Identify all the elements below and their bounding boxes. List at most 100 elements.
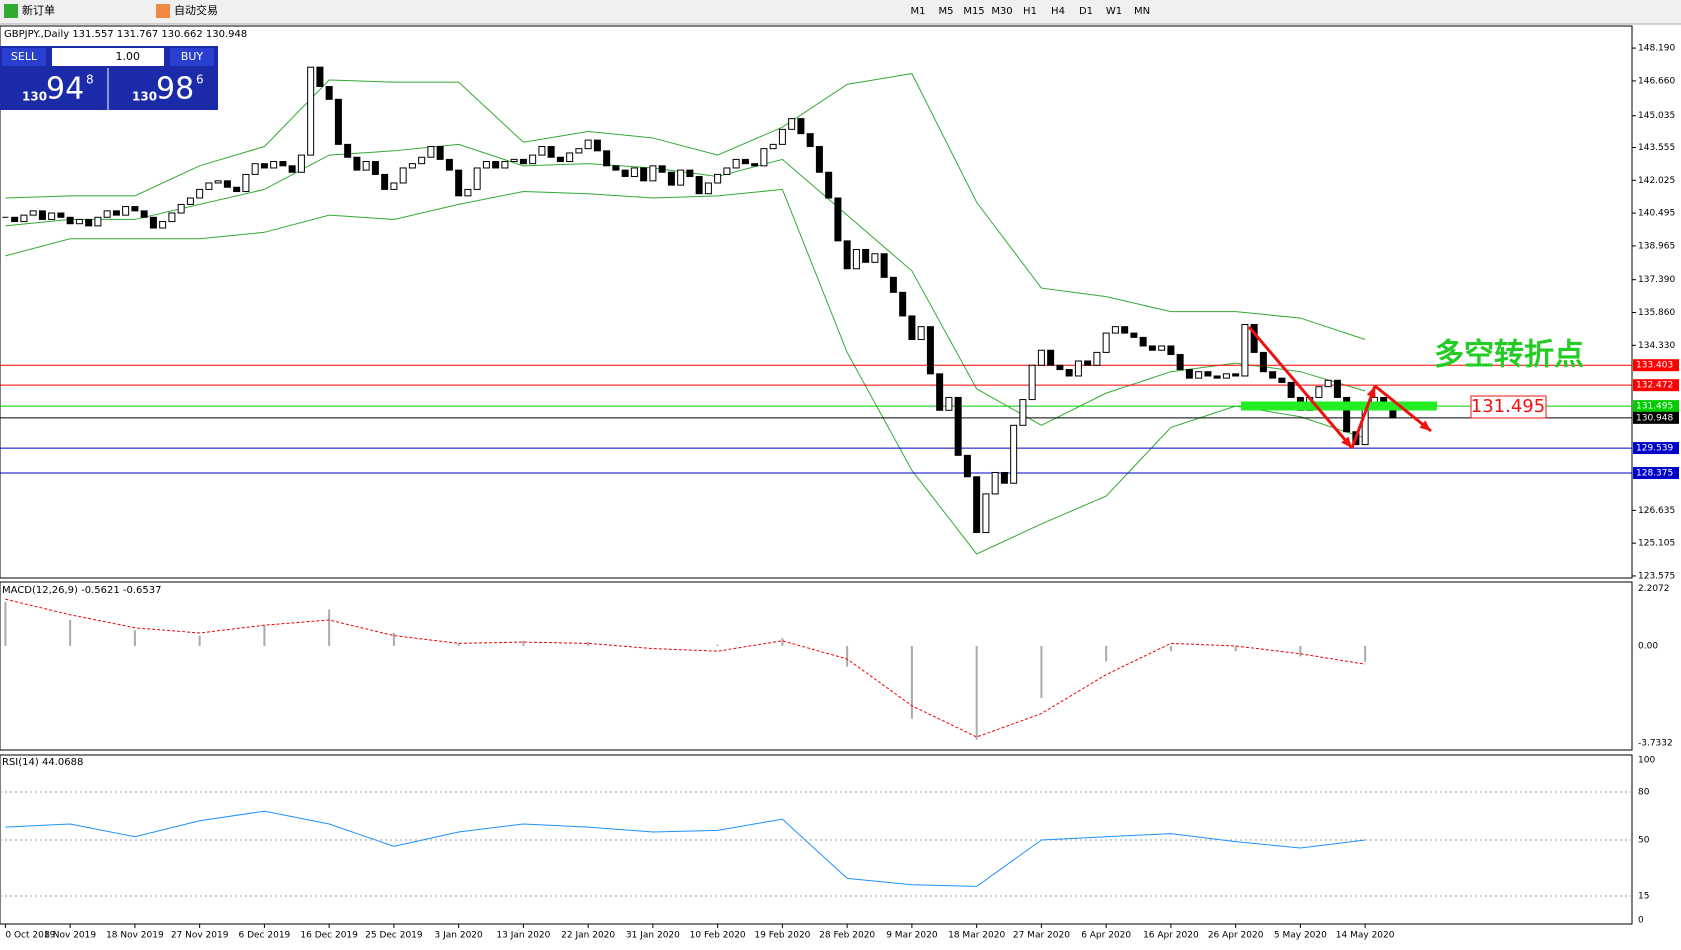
candle [640, 167, 648, 182]
candle [889, 276, 897, 293]
auto-icon[interactable] [156, 4, 170, 18]
price-level-box [1633, 359, 1679, 372]
y-tick-label: 2.2072 [1638, 584, 1670, 594]
rsi-line [5, 810, 1366, 887]
price-level-label: 132.472 [1636, 381, 1673, 391]
macd-signal [5, 598, 1366, 738]
buy-button[interactable] [170, 48, 214, 66]
candle [1333, 379, 1341, 398]
candle [196, 188, 204, 199]
candle [1000, 471, 1008, 484]
timeframe[interactable]: M5 [939, 6, 954, 17]
trend-arrow [1247, 326, 1354, 449]
candle [159, 221, 167, 229]
candle [20, 214, 28, 223]
candle [1010, 424, 1018, 484]
lots-input[interactable] [52, 48, 164, 66]
candle [445, 158, 453, 171]
candle [1259, 351, 1267, 373]
candle [436, 146, 444, 160]
candle [1084, 360, 1092, 366]
candle [593, 139, 601, 152]
candle [1269, 371, 1277, 379]
sell-price-big: 130 [22, 90, 47, 104]
candle [686, 169, 694, 178]
sell-button[interactable] [2, 48, 46, 66]
candle [1213, 375, 1221, 379]
macd-bar [1169, 645, 1172, 652]
candle [48, 212, 56, 220]
candle [1195, 371, 1203, 379]
candle [1102, 332, 1110, 353]
y-tick-label: 125.105 [1638, 539, 1675, 549]
candle [1065, 369, 1073, 377]
timeframe[interactable]: M15 [963, 6, 984, 17]
price-level-label: 129.539 [1636, 444, 1673, 454]
candle [843, 240, 851, 270]
y-tick-label: 146.660 [1638, 76, 1675, 86]
timeframe[interactable]: MN [1134, 6, 1150, 17]
auto-trading[interactable]: 自动交易 [174, 3, 218, 17]
new-order-icon[interactable] [4, 4, 18, 18]
candle [630, 167, 638, 178]
x-tick-label: 5 May 2020 [1274, 931, 1327, 941]
candle [353, 156, 361, 171]
price-level-box [1633, 411, 1679, 424]
timeframe[interactable]: M1 [911, 6, 926, 17]
candle [603, 150, 611, 167]
candle [704, 182, 712, 195]
macd-bar [1105, 645, 1108, 662]
candle [288, 165, 296, 173]
candle [723, 167, 731, 175]
timeframe[interactable]: W1 [1106, 6, 1122, 17]
timeframe[interactable]: H4 [1051, 6, 1065, 17]
x-tick-label: 19 Feb 2020 [754, 931, 810, 941]
candle [963, 454, 971, 478]
bollinger-band [5, 143, 1366, 426]
macd-bar [716, 644, 719, 646]
candle [131, 206, 139, 212]
y-tick-label: 80 [1638, 787, 1650, 797]
price-level-box [1633, 467, 1679, 480]
candle [1176, 354, 1184, 371]
arrow-head [1419, 420, 1431, 431]
price-level-box [1633, 442, 1679, 455]
y-tick-label: 15 [1638, 891, 1649, 901]
x-tick-label: 25 Dec 2019 [365, 931, 423, 941]
candle [797, 118, 805, 135]
timeframe[interactable]: H1 [1023, 6, 1037, 17]
candle [1315, 386, 1323, 398]
candle [871, 253, 879, 263]
sell[interactable]: SELL [11, 50, 38, 63]
x-tick-label: 10 Feb 2020 [690, 931, 746, 941]
macd-bar [69, 619, 72, 646]
buy[interactable]: BUY [181, 50, 204, 63]
candle [344, 143, 352, 158]
lots[interactable]: 1.00 [116, 50, 141, 63]
candle [94, 216, 102, 227]
buy-price-pips: 98 [156, 72, 194, 107]
new-order[interactable]: 新订单 [22, 3, 55, 17]
macd-bar [846, 645, 849, 667]
buy-price-big: 130 [132, 90, 157, 104]
y-tick-label: 134.330 [1638, 341, 1675, 351]
candle [168, 212, 176, 223]
y-tick-label: -3.7332 [1638, 739, 1673, 749]
bollinger-band [5, 188, 1366, 555]
candle [473, 167, 481, 190]
x-tick-label: 18 Mar 2020 [948, 931, 1005, 941]
timeframe[interactable]: M30 [991, 6, 1012, 17]
macd-bar [328, 609, 331, 646]
candle [732, 158, 740, 169]
candle [1343, 396, 1351, 433]
x-tick-label: 6 Apr 2020 [1081, 931, 1131, 941]
timeframe[interactable]: D1 [1079, 6, 1093, 17]
bollinger-band [5, 73, 1366, 341]
buy-price-frac: 6 [196, 73, 204, 87]
candle [205, 182, 213, 190]
candle [371, 161, 379, 175]
candle [112, 210, 120, 216]
candle [1056, 364, 1064, 371]
candle [177, 203, 185, 214]
